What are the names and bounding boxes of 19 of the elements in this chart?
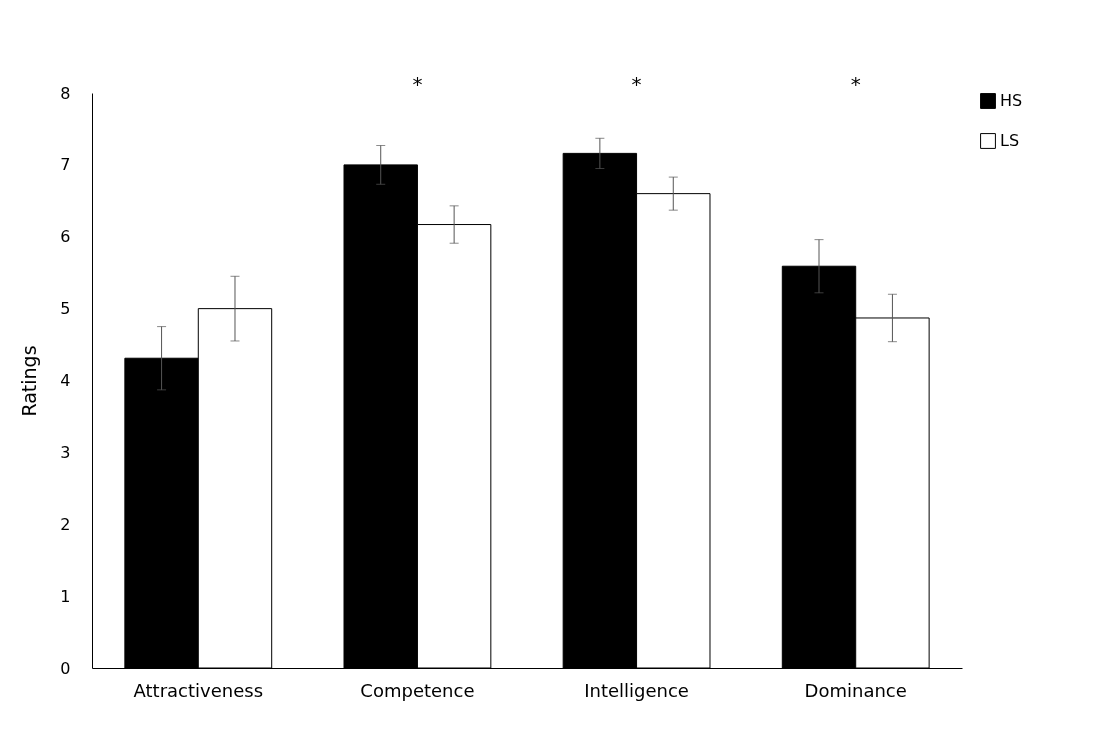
y-tick-label: 3 — [60, 442, 71, 462]
y-tick-label: 2 — [60, 514, 71, 534]
annotation: * — [631, 72, 642, 96]
x-tick-label: Intelligence — [584, 679, 689, 701]
legend-label: LS — [1000, 131, 1020, 150]
y-axis-title: Ratings — [18, 345, 41, 417]
y-tick-label: 5 — [60, 299, 71, 319]
x-tick-label: Dominance — [804, 679, 907, 701]
y-tick-label: 7 — [60, 155, 71, 175]
y-tick-label: 0 — [60, 658, 71, 678]
y-tick-label: 4 — [60, 371, 71, 390]
x-tick-label: Competence — [360, 679, 475, 701]
x-tick-label: Attractiveness — [133, 679, 264, 701]
annotation: * — [850, 72, 861, 96]
legend-label: HS — [1000, 91, 1023, 110]
y-tick-label: 6 — [60, 227, 71, 247]
y-tick-label: 1 — [60, 586, 71, 606]
y-tick-label: 8 — [60, 83, 71, 103]
annotation: * — [412, 72, 423, 96]
